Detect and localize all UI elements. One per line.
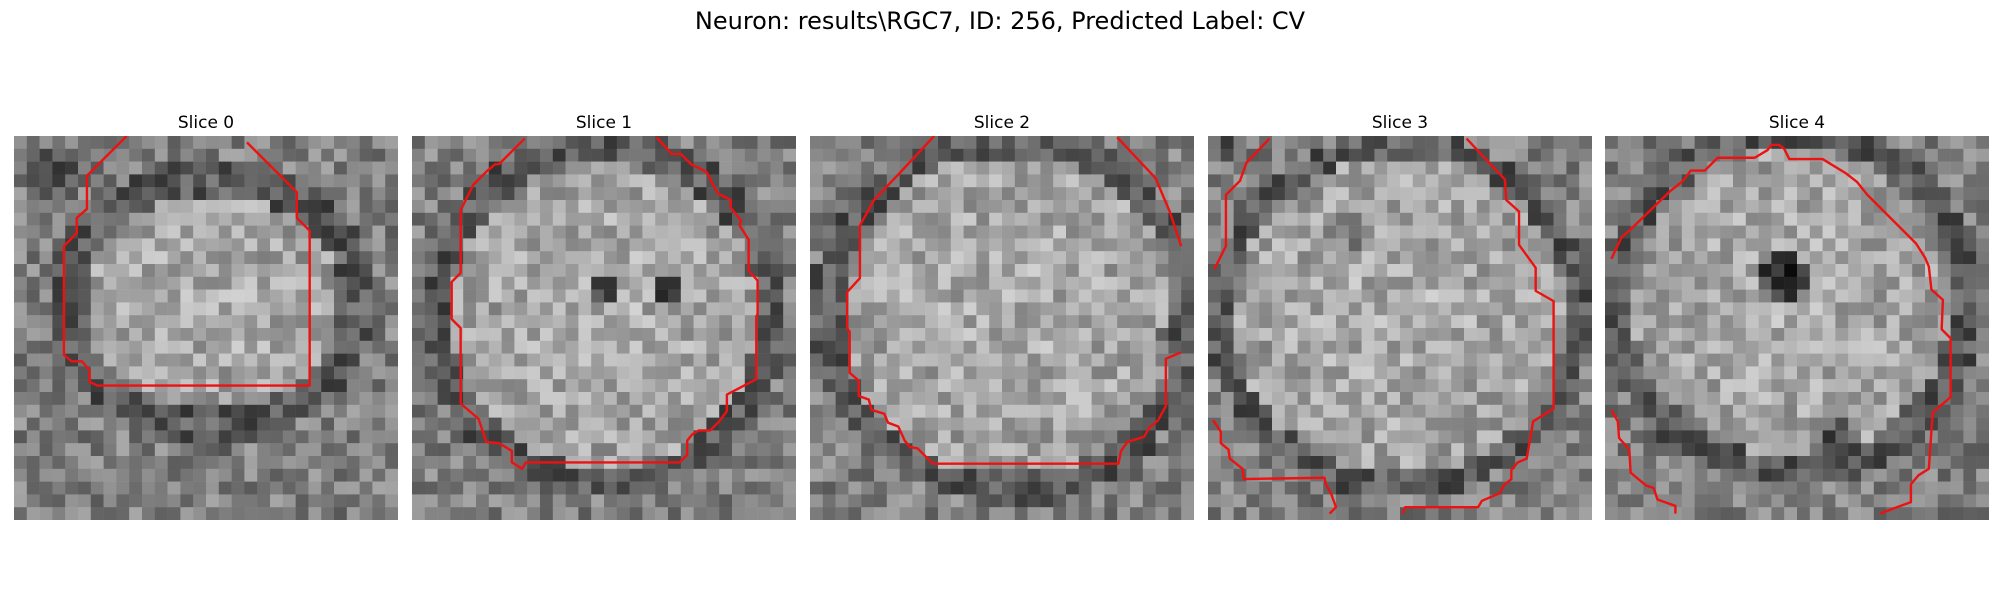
slice-panel-3: Slice 3 (1208, 111, 1592, 520)
slice-title: Slice 4 (1768, 113, 1826, 133)
contour-line-1 (1611, 410, 1675, 514)
slice-image (412, 136, 796, 520)
slice-image (810, 136, 1194, 520)
pixel-grid (810, 136, 1194, 520)
contour-line-1 (1117, 137, 1181, 246)
contour-line-0 (1214, 139, 1269, 270)
contour-line-2 (1213, 420, 1336, 513)
slice-image (1208, 136, 1592, 520)
pixel-grid (14, 136, 398, 520)
slice-image (14, 136, 398, 520)
slice-title: Slice 0 (177, 113, 235, 133)
slice-panel-4: Slice 4 (1605, 111, 1989, 520)
contour-line-0 (64, 136, 310, 386)
slice-panel-0: Slice 0 (14, 111, 398, 520)
slice-panel-2: Slice 2 (810, 111, 1194, 520)
slice-title: Slice 3 (1371, 113, 1429, 133)
contour-line-0 (1611, 145, 1950, 514)
pixel-grid (1605, 136, 1989, 520)
contour-line-0 (452, 137, 758, 469)
contour-line-0 (847, 136, 1181, 464)
slice-panel-1: Slice 1 (412, 111, 796, 520)
slice-title: Slice 2 (973, 113, 1031, 133)
pixel-grid (1208, 136, 1592, 520)
contour-line-1 (1403, 139, 1554, 514)
figure-title: Neuron: results\RGC7, ID: 256, Predicted… (694, 7, 1306, 35)
slice-title: Slice 1 (575, 113, 633, 133)
slice-image (1605, 136, 1989, 520)
